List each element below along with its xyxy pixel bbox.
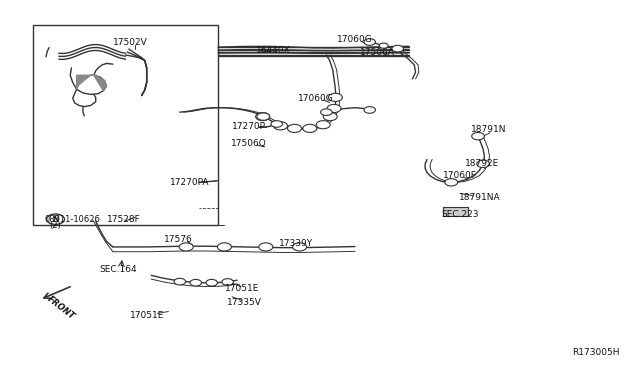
Text: R173005H: R173005H <box>572 348 620 357</box>
Text: 18792E: 18792E <box>465 158 499 168</box>
Circle shape <box>174 278 186 285</box>
Text: 17502V: 17502V <box>113 38 147 47</box>
Circle shape <box>477 160 490 167</box>
Text: 17528F: 17528F <box>107 215 141 224</box>
Circle shape <box>257 113 269 120</box>
Text: 17051E: 17051E <box>129 311 164 320</box>
Circle shape <box>259 243 273 251</box>
Text: 17506Q: 17506Q <box>231 140 266 148</box>
Circle shape <box>323 112 337 121</box>
Polygon shape <box>77 75 106 91</box>
Circle shape <box>255 112 269 121</box>
Circle shape <box>380 43 388 48</box>
Text: 18791NA: 18791NA <box>458 193 500 202</box>
Text: SEC.223: SEC.223 <box>441 210 479 219</box>
Bar <box>443 207 468 216</box>
Text: N: N <box>52 215 59 224</box>
Text: SEC.164: SEC.164 <box>99 264 136 273</box>
Text: 17506A: 17506A <box>360 48 395 57</box>
Text: 17270PA: 17270PA <box>170 178 210 187</box>
Circle shape <box>273 122 287 130</box>
Text: 17270P: 17270P <box>232 122 266 131</box>
Circle shape <box>47 214 65 224</box>
Text: (2): (2) <box>49 221 61 230</box>
Text: 17051E: 17051E <box>225 284 259 293</box>
Circle shape <box>190 279 202 286</box>
Circle shape <box>321 109 332 115</box>
Circle shape <box>287 124 301 132</box>
Text: FRONT: FRONT <box>46 295 77 322</box>
Circle shape <box>316 121 330 129</box>
Text: 08911-10626: 08911-10626 <box>45 215 100 224</box>
Bar <box>33 25 218 225</box>
Circle shape <box>392 45 403 52</box>
Circle shape <box>364 107 376 113</box>
Text: 16440X: 16440X <box>256 46 291 55</box>
Circle shape <box>222 279 234 285</box>
Text: 17060F: 17060F <box>444 171 477 180</box>
Circle shape <box>179 243 193 251</box>
Circle shape <box>472 132 484 140</box>
Circle shape <box>445 179 458 186</box>
Circle shape <box>364 39 376 45</box>
Text: 17335V: 17335V <box>227 298 262 307</box>
Circle shape <box>206 279 218 286</box>
Circle shape <box>303 124 317 132</box>
Text: 17060G: 17060G <box>298 94 334 103</box>
Text: 17339Y: 17339Y <box>280 239 314 248</box>
Text: 17576: 17576 <box>164 235 193 244</box>
Text: 17060G: 17060G <box>337 35 372 44</box>
Circle shape <box>292 243 307 251</box>
Text: 18791N: 18791N <box>471 125 507 134</box>
Circle shape <box>218 243 232 251</box>
Circle shape <box>328 93 342 102</box>
Circle shape <box>271 121 282 127</box>
Circle shape <box>327 105 341 112</box>
